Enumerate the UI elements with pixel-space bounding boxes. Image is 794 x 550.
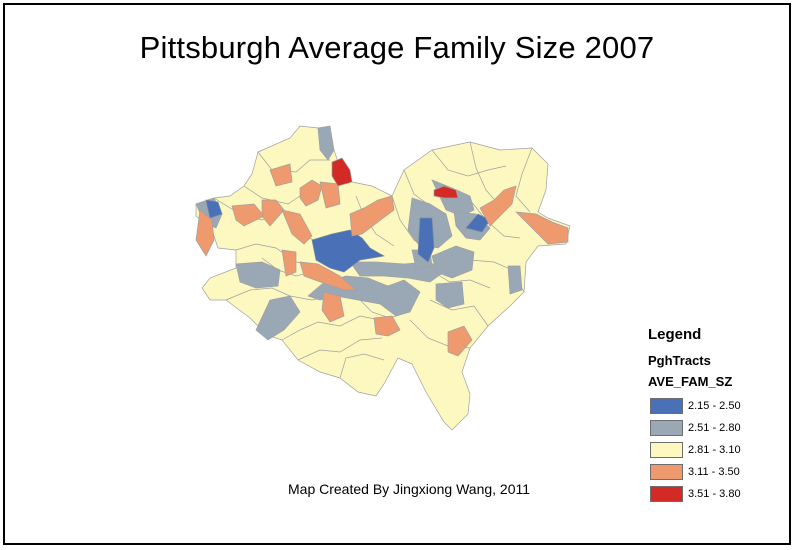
- legend-field-name: AVE_FAM_SZ: [648, 374, 733, 389]
- legend-swatch: [650, 420, 683, 436]
- legend-item: 3.11 - 3.50: [648, 461, 778, 483]
- legend-item: 2.51 - 2.80: [648, 417, 778, 439]
- tracts-3-51-3-80: [331, 157, 459, 199]
- legend-label: 2.81 - 3.10: [688, 444, 741, 456]
- legend-item: 2.81 - 3.10: [648, 439, 778, 461]
- map-title: Pittsburgh Average Family Size 2007: [139, 30, 655, 65]
- legend-title: Legend: [648, 326, 702, 343]
- legend-swatch: [650, 398, 683, 414]
- legend-label: 3.51 - 3.80: [688, 488, 741, 500]
- tract-boundaries: [213, 141, 533, 379]
- legend-item: 2.15 - 2.50: [648, 395, 778, 417]
- map-legend: Legend PghTracts AVE_FAM_SZ 2.15 - 2.50 …: [648, 326, 778, 505]
- tracts-3-11-3-50: [195, 163, 569, 357]
- legend-layer-name: PghTracts: [648, 353, 711, 368]
- legend-swatch: [650, 486, 683, 502]
- legend-label: 3.11 - 3.50: [688, 466, 740, 478]
- legend-label: 2.15 - 2.50: [688, 400, 741, 412]
- legend-item: 3.51 - 3.80: [648, 483, 778, 505]
- city-outline: [195, 125, 571, 431]
- legend-swatch: [650, 464, 683, 480]
- map-credit: Map Created By Jingxiong Wang, 2011: [288, 481, 531, 497]
- legend-swatch: [650, 442, 683, 458]
- legend-label: 2.51 - 2.80: [688, 422, 741, 434]
